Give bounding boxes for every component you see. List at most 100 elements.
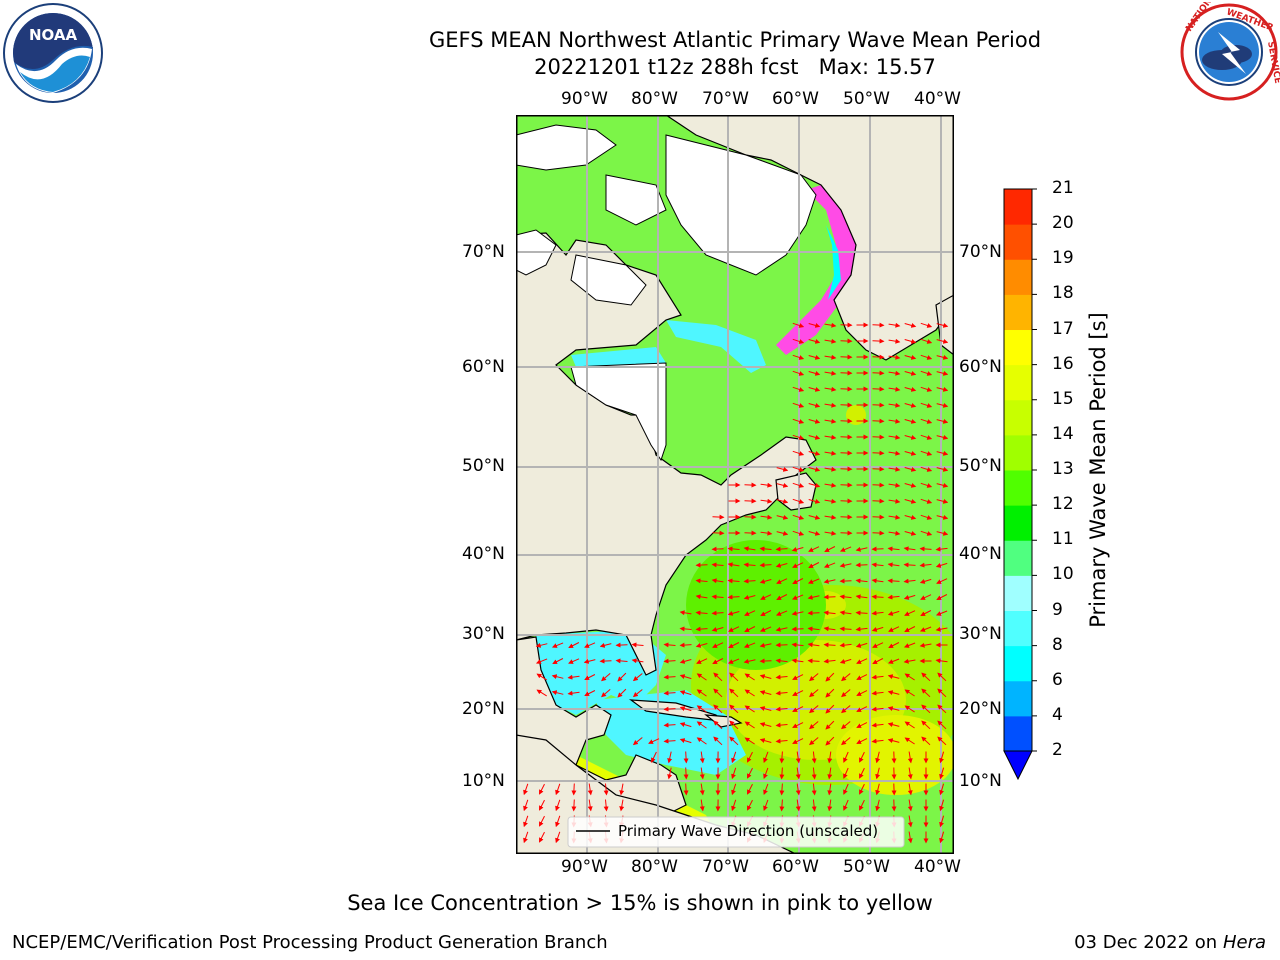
wave-arrow	[696, 689, 707, 697]
wave-arrow	[903, 546, 916, 552]
wave-arrow	[919, 578, 932, 584]
wave-arrow	[808, 387, 821, 392]
colorbar-band	[1004, 505, 1032, 541]
wave-arrow	[827, 751, 833, 764]
wave-arrow	[903, 562, 916, 568]
wave-arrow	[711, 578, 724, 584]
lat-tick-right: 50°N	[959, 456, 1002, 476]
wave-arrow	[888, 370, 901, 376]
colorbar-tick-label: 13	[1052, 459, 1074, 479]
wave-arrow	[792, 322, 805, 328]
wave-arrow	[760, 498, 773, 504]
wave-arrow	[888, 642, 900, 648]
wave-arrow	[937, 720, 947, 730]
wave-arrow	[776, 578, 788, 584]
wave-arrow	[603, 799, 609, 812]
wave-arrow	[807, 594, 820, 600]
wave-arrow	[791, 658, 804, 664]
colorbar-title: Primary Wave Mean Period [s]	[1086, 312, 1110, 628]
wave-arrow	[903, 658, 916, 664]
wave-arrow	[759, 674, 772, 679]
wave-arrow	[584, 690, 596, 696]
wave-arrow	[887, 594, 900, 600]
wave-arrow	[747, 783, 753, 795]
field-patch	[826, 225, 841, 300]
wave-arrow	[888, 322, 901, 328]
wave-arrow	[808, 515, 821, 520]
field-patch	[596, 690, 746, 775]
lat-tick-left: 60°N	[462, 357, 505, 377]
wave-arrow	[699, 751, 705, 764]
wave-arrow	[779, 783, 785, 796]
wave-arrow	[872, 386, 885, 392]
wave-arrow	[907, 751, 913, 764]
map-subtitle: 20221201 t12z 288h fcst Max: 15.57	[534, 55, 936, 79]
wave-arrow	[937, 736, 947, 746]
wave-arrow	[871, 690, 884, 696]
wave-direction-arrows	[523, 322, 949, 844]
wave-arrow	[728, 626, 740, 632]
wave-arrow	[744, 673, 755, 681]
wave-arrow	[937, 688, 947, 698]
colorbar-band	[1004, 680, 1032, 717]
lat-tick-left: 10°N	[462, 771, 505, 791]
wave-arrow	[615, 642, 628, 648]
wave-arrow	[651, 751, 657, 763]
colorbar-band	[1004, 470, 1032, 506]
wave-arrow	[759, 562, 772, 568]
wave-arrow	[792, 354, 805, 360]
colorbar-tick-label: 12	[1052, 494, 1074, 515]
wave-arrow	[809, 721, 819, 730]
wave-arrow	[936, 466, 949, 472]
wave-arrow	[568, 642, 580, 648]
wave-arrow	[807, 642, 820, 648]
wave-arrow	[808, 323, 821, 328]
wave-arrow	[939, 751, 945, 764]
wave-arrow	[555, 831, 561, 844]
wave-arrow	[888, 386, 901, 392]
wave-arrow	[695, 643, 708, 648]
wave-arrow	[907, 831, 913, 844]
wave-arrow	[731, 799, 737, 812]
wave-arrow	[523, 831, 529, 844]
lat-tick-right: 30°N	[959, 624, 1002, 644]
wave-arrow	[792, 722, 804, 728]
wave-arrow	[743, 595, 756, 600]
wave-arrow	[936, 530, 949, 536]
wave-arrow	[713, 736, 723, 746]
wave-arrow	[696, 705, 707, 713]
wave-arrow	[904, 626, 916, 632]
field-patch	[666, 320, 766, 373]
wave-arrow	[903, 642, 916, 648]
colorbar-tick-label: 21	[1052, 178, 1074, 198]
wave-arrow	[712, 514, 725, 520]
wave-arrow	[792, 498, 805, 504]
wave-arrow	[555, 815, 561, 828]
colorbar-band	[1004, 259, 1032, 295]
wave-arrow	[823, 626, 836, 632]
sea-ice-edge	[776, 185, 856, 355]
wave-arrow	[904, 705, 915, 713]
wave-arrow	[919, 642, 932, 648]
wave-arrow	[535, 658, 548, 664]
wave-arrow	[695, 594, 708, 600]
wave-arrow	[792, 530, 805, 536]
wave-arrow	[871, 674, 884, 680]
wave-arrow	[571, 799, 577, 812]
wave-arrow	[792, 370, 805, 376]
wave-arrow	[887, 738, 900, 744]
wave-arrow	[907, 767, 913, 780]
lon-tick-bottom: 90°W	[561, 857, 608, 877]
wave-arrow	[759, 722, 772, 727]
wave-arrow	[792, 466, 805, 472]
wave-arrow	[792, 674, 804, 680]
colorbar-band	[1004, 434, 1032, 471]
colorbar-tick-label: 17	[1052, 318, 1074, 339]
wave-arrow	[631, 658, 644, 664]
wave-arrow	[759, 690, 772, 695]
wave-arrow	[887, 674, 900, 680]
wave-arrow	[567, 690, 580, 696]
wave-arrow	[841, 737, 851, 746]
wave-arrow	[856, 658, 868, 664]
wave-arrow	[809, 737, 819, 746]
